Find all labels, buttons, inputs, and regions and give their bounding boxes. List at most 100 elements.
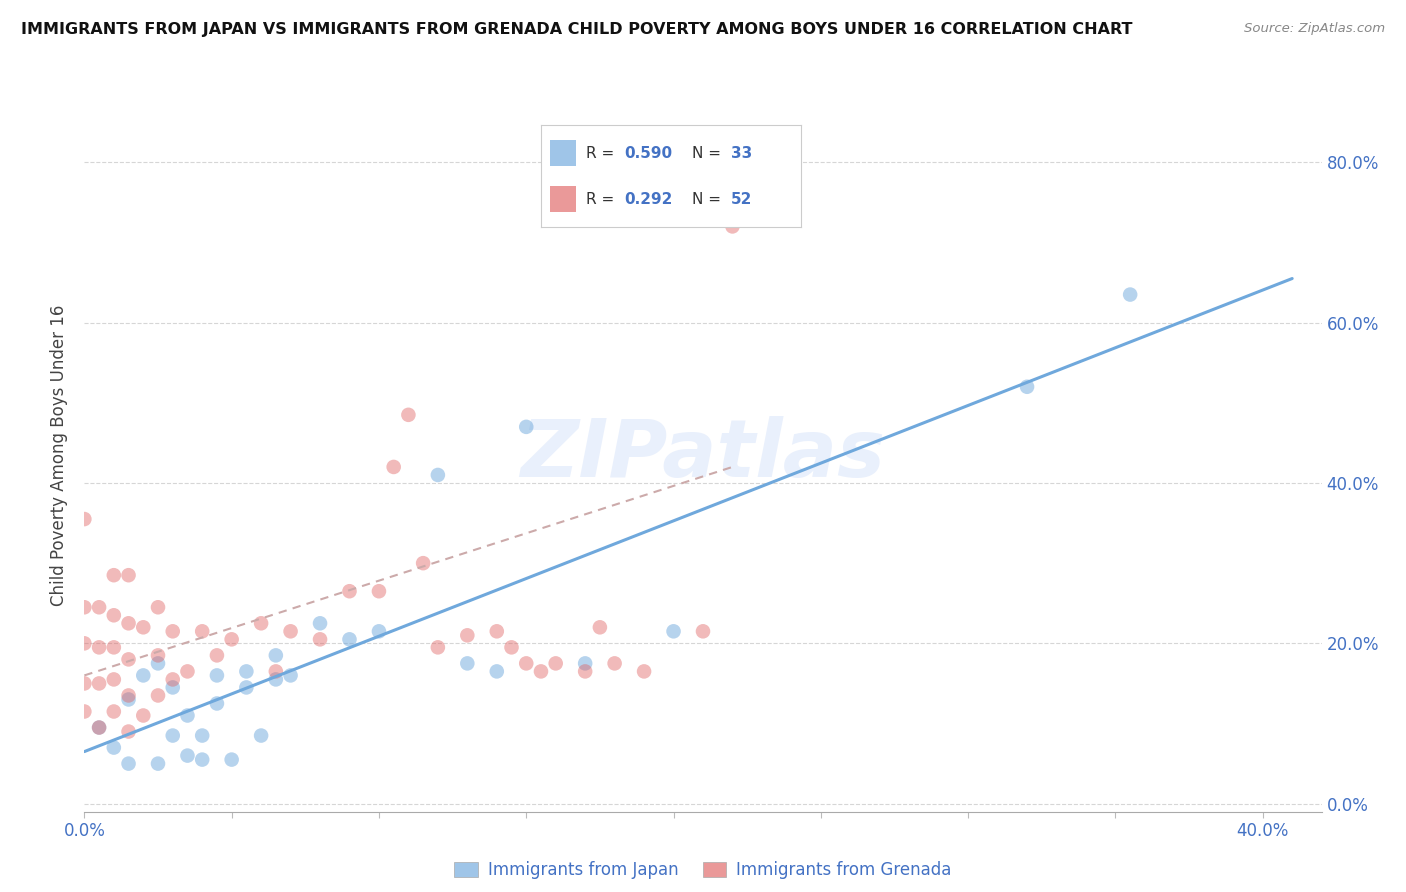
Point — [73, 600, 96, 615]
Bar — [550, 186, 576, 212]
Point — [146, 756, 169, 771]
Point — [87, 721, 110, 735]
Point — [103, 705, 125, 719]
Point — [485, 624, 508, 639]
Text: ZIPatlas: ZIPatlas — [520, 416, 886, 494]
Point — [132, 668, 155, 682]
Legend: Immigrants from Japan, Immigrants from Grenada: Immigrants from Japan, Immigrants from G… — [447, 855, 959, 886]
Point — [103, 568, 125, 582]
Point — [309, 616, 332, 631]
Point — [250, 616, 273, 631]
Point — [485, 665, 508, 679]
Point — [162, 729, 184, 743]
Point — [146, 689, 169, 703]
Text: N =: N = — [692, 145, 725, 161]
Point — [603, 657, 626, 671]
Point — [235, 681, 257, 695]
Point — [544, 657, 567, 671]
Point — [117, 568, 139, 582]
Point — [426, 640, 449, 655]
Point — [205, 697, 228, 711]
Point — [309, 632, 332, 647]
Point — [87, 676, 110, 690]
Text: 0.590: 0.590 — [624, 145, 672, 161]
Point — [662, 624, 685, 639]
Text: 52: 52 — [731, 192, 752, 207]
Point — [1015, 380, 1038, 394]
Point — [176, 748, 198, 763]
Text: 0.292: 0.292 — [624, 192, 673, 207]
Point — [162, 624, 184, 639]
Point — [1119, 287, 1142, 301]
Point — [456, 628, 478, 642]
Point — [117, 616, 139, 631]
Text: R =: R = — [585, 145, 619, 161]
Point — [574, 657, 596, 671]
Point — [530, 665, 553, 679]
Point — [264, 648, 287, 663]
Point — [117, 692, 139, 706]
Point — [221, 753, 243, 767]
Point — [176, 665, 198, 679]
Y-axis label: Child Poverty Among Boys Under 16: Child Poverty Among Boys Under 16 — [51, 304, 69, 606]
Point — [235, 665, 257, 679]
Point — [73, 512, 96, 526]
Point — [456, 657, 478, 671]
Point — [162, 681, 184, 695]
Point — [633, 665, 655, 679]
Point — [73, 676, 96, 690]
Point — [280, 624, 302, 639]
Point — [264, 673, 287, 687]
Point — [205, 648, 228, 663]
Point — [162, 673, 184, 687]
Point — [103, 740, 125, 755]
Point — [339, 632, 361, 647]
Point — [132, 620, 155, 634]
Point — [73, 636, 96, 650]
Point — [191, 624, 214, 639]
Point — [117, 652, 139, 666]
Point — [87, 721, 110, 735]
Bar — [550, 140, 576, 166]
Point — [221, 632, 243, 647]
Text: 33: 33 — [731, 145, 752, 161]
Point — [574, 665, 596, 679]
Text: R =: R = — [585, 192, 619, 207]
Point — [103, 640, 125, 655]
Point — [191, 729, 214, 743]
Text: Source: ZipAtlas.com: Source: ZipAtlas.com — [1244, 22, 1385, 36]
Point — [103, 673, 125, 687]
Point — [132, 708, 155, 723]
Point — [191, 753, 214, 767]
Text: IMMIGRANTS FROM JAPAN VS IMMIGRANTS FROM GRENADA CHILD POVERTY AMONG BOYS UNDER : IMMIGRANTS FROM JAPAN VS IMMIGRANTS FROM… — [21, 22, 1133, 37]
Point — [250, 729, 273, 743]
Point — [692, 624, 714, 639]
Point — [146, 600, 169, 615]
Point — [205, 668, 228, 682]
Point — [589, 620, 612, 634]
Point — [103, 608, 125, 623]
Point — [382, 459, 405, 474]
Point — [368, 584, 391, 599]
Point — [117, 689, 139, 703]
Point — [426, 467, 449, 482]
Point — [412, 556, 434, 570]
Point — [87, 600, 110, 615]
Point — [501, 640, 523, 655]
Point — [396, 408, 419, 422]
Point — [117, 756, 139, 771]
Point — [146, 648, 169, 663]
Point — [515, 420, 537, 434]
Point — [117, 724, 139, 739]
Text: N =: N = — [692, 192, 725, 207]
Point — [368, 624, 391, 639]
Point — [146, 657, 169, 671]
Point — [515, 657, 537, 671]
Point — [264, 665, 287, 679]
Point — [176, 708, 198, 723]
Point — [721, 219, 744, 234]
Point — [73, 705, 96, 719]
Point — [87, 640, 110, 655]
Point — [339, 584, 361, 599]
Point — [280, 668, 302, 682]
